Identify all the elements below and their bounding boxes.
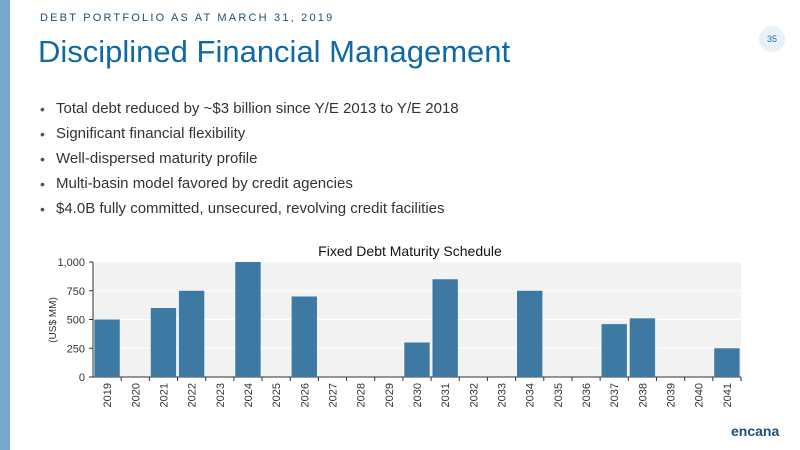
x-tick-label: 2024 <box>243 383 255 407</box>
bullet-list: Total debt reduced by ~$3 billion since … <box>40 98 459 223</box>
bar <box>150 308 177 377</box>
x-tick-label: 2021 <box>158 383 170 407</box>
x-tick-label: 2028 <box>356 383 368 407</box>
y-tick-label: 750 <box>67 286 85 298</box>
x-tick-label: 2039 <box>666 383 678 407</box>
y-tick-label: 500 <box>67 315 85 327</box>
bar <box>517 290 543 377</box>
x-tick-label: 2031 <box>440 383 452 407</box>
x-tick-label: 2032 <box>468 383 480 407</box>
x-tick-label: 2034 <box>525 383 537 407</box>
bar <box>601 324 627 377</box>
slide-supertitle: DEBT PORTFOLIO AS AT MARCH 31, 2019 <box>40 12 335 24</box>
x-tick-label: 2033 <box>497 383 509 407</box>
bar <box>94 319 120 377</box>
x-tick-label: 2020 <box>130 383 142 407</box>
bar <box>235 262 261 377</box>
x-tick-label: 2035 <box>553 383 565 407</box>
bar <box>291 296 317 377</box>
y-tick-label: 0 <box>79 372 85 384</box>
y-tick-label: 250 <box>67 343 85 355</box>
bullet-item: Well-dispersed maturity profile <box>40 148 459 173</box>
page-number-badge: 35 <box>759 26 785 52</box>
bullet-item: Multi-basin model favored by credit agen… <box>40 173 459 198</box>
x-tick-label: 2041 <box>722 383 734 407</box>
x-tick-label: 2026 <box>299 383 311 407</box>
slide-title: Disciplined Financial Management <box>38 34 511 69</box>
x-tick-label: 2022 <box>187 383 199 407</box>
bar <box>432 279 458 377</box>
x-tick-label: 2027 <box>327 383 339 407</box>
x-tick-label: 2036 <box>581 383 593 407</box>
plot-area: 0 250 500 750 1,000 2019 2020 2021 2022 2023 2024 2… <box>57 257 742 407</box>
bar <box>629 318 656 377</box>
bullet-item: Significant financial flexibility <box>40 123 459 148</box>
bar <box>178 290 205 377</box>
x-tick-label: 2030 <box>412 383 424 407</box>
bar <box>404 342 430 377</box>
x-tick-label: 2029 <box>384 383 396 407</box>
x-tick-label: 2038 <box>637 383 649 407</box>
x-tick-label: 2025 <box>271 383 283 407</box>
x-tick-label: 2040 <box>694 383 706 407</box>
y-tick-label: 1,000 <box>57 257 85 269</box>
bullet-item: Total debt reduced by ~$3 billion since … <box>40 98 459 123</box>
y-axis-label: (US$ MM) <box>48 297 59 343</box>
bar <box>714 348 740 377</box>
encana-logo: encana <box>731 423 780 439</box>
bullet-item: $4.0B fully committed, unsecured, revolv… <box>40 198 459 223</box>
x-tick-label: 2023 <box>215 383 227 407</box>
x-tick-label: 2019 <box>102 383 114 407</box>
x-tick-label: 2037 <box>609 383 621 407</box>
left-accent-bar <box>0 0 10 450</box>
chart-title: Fixed Debt Maturity Schedule <box>318 243 502 259</box>
